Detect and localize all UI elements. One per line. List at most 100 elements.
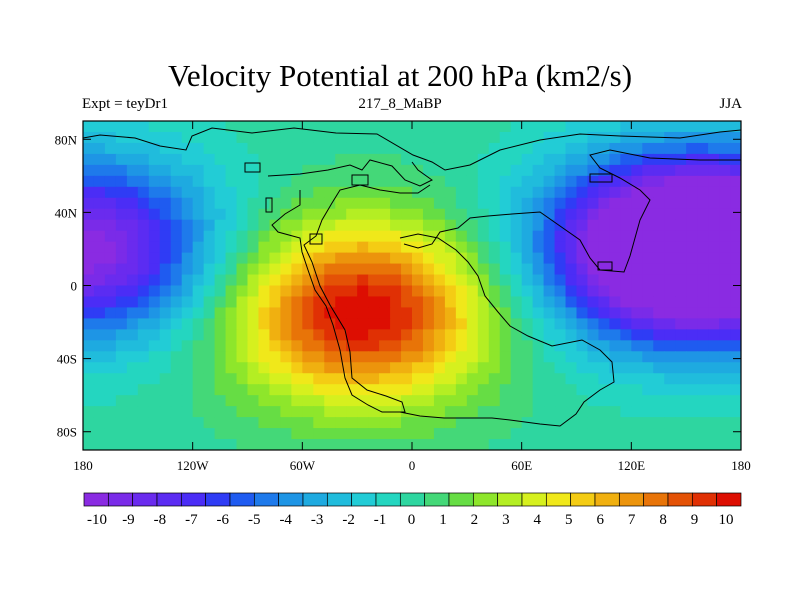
x-tick-label: 60W [290,458,316,473]
heatmap-cell [642,153,654,166]
heatmap-cell [697,230,709,243]
heatmap-cell [203,285,216,298]
heatmap-cell [83,219,95,232]
heatmap-cell [543,428,556,440]
colorbar-swatch [156,492,182,507]
heatmap-cell [587,318,600,330]
heatmap-cell [477,241,490,254]
heatmap-cell [631,131,643,144]
heatmap-cell [83,340,95,352]
heatmap-cell [115,351,128,363]
heatmap-cell [148,131,161,144]
heatmap-cell [214,329,227,341]
heatmap-cell [137,219,150,232]
heatmap-cell [719,318,731,330]
heatmap-cell [686,340,698,352]
heatmap-cell [280,351,292,363]
heatmap-cell [280,384,292,396]
heatmap-cell [444,252,457,265]
heatmap-cell [335,406,347,418]
heatmap-cell [532,340,545,352]
heatmap-cell [390,142,402,155]
heatmap-cell [488,384,501,396]
heatmap-cell [477,439,490,450]
heatmap-cell [620,142,632,155]
heatmap-cell [192,208,205,221]
heatmap-cell [291,406,303,418]
heatmap-cell [598,274,610,287]
heatmap-cell [565,208,578,221]
heatmap-cell [280,164,292,177]
heatmap-cell [587,395,600,407]
heatmap-cell [488,428,501,440]
heatmap-cell [269,153,281,166]
heatmap-cell [258,164,271,177]
heatmap-cell [488,131,501,144]
heatmap-cell [236,439,249,450]
heatmap-cell [412,417,424,429]
heatmap-cell [313,340,325,352]
x-tick-label: 0 [409,458,416,473]
heatmap-cell [335,252,347,265]
heatmap-cell [422,428,435,440]
heatmap-cell [148,351,161,363]
heatmap-cell [521,373,534,385]
heatmap-cell [291,121,303,133]
heatmap-cell [598,362,610,374]
heatmap-cell [697,186,709,199]
heatmap-cell [598,142,610,155]
heatmap-cell [412,263,424,276]
heatmap-cell [708,362,720,374]
heatmap-cell [576,351,589,363]
heatmap-cell [565,274,578,287]
heatmap-cell [247,164,260,177]
heatmap-cell [499,384,512,396]
heatmap-cell [214,428,227,440]
heatmap-cell [466,340,479,352]
heatmap-cell [203,318,216,330]
heatmap-cell [477,219,490,232]
heatmap-cell [258,263,271,276]
heatmap-cell [258,406,271,418]
heatmap-cell [159,318,172,330]
heatmap-cell [225,121,238,133]
heatmap-cell [455,208,468,221]
heatmap-cell [412,175,424,188]
heatmap-cell [609,230,621,243]
heatmap-cell [675,351,687,363]
colorbar-swatch [424,492,450,507]
heatmap-cell [291,230,303,243]
heatmap-cell [93,142,106,155]
heatmap-cell [214,296,227,309]
heatmap-cell [664,406,676,418]
heatmap-cell [499,373,512,385]
heatmap-cell [302,318,314,330]
heatmap-cell [653,197,665,210]
heatmap-cell [422,296,435,309]
heatmap-cell [225,142,238,155]
heatmap-cell [466,417,479,429]
heatmap-cell [236,263,249,276]
heatmap-cell [499,241,512,254]
heatmap-cell [444,351,457,363]
heatmap-cell [192,219,205,232]
heatmap-cell [499,340,512,352]
heatmap-cell [159,131,172,144]
heatmap-cell [192,395,205,407]
heatmap-cell [214,340,227,352]
heatmap-cell [554,197,567,210]
heatmap-cell [335,439,347,450]
heatmap-cell [225,340,238,352]
heatmap-cell [543,263,556,276]
heatmap-cell [412,252,424,265]
heatmap-cell [368,186,380,199]
heatmap-cell [543,384,556,396]
heatmap-cell [225,131,238,144]
heatmap-cell [477,318,490,330]
heatmap-cell [466,439,479,450]
heatmap-cell [543,362,556,374]
heatmap-cell [488,142,501,155]
heatmap-cell [214,274,227,287]
heatmap-cell [477,252,490,265]
heatmap-cell [148,121,161,133]
